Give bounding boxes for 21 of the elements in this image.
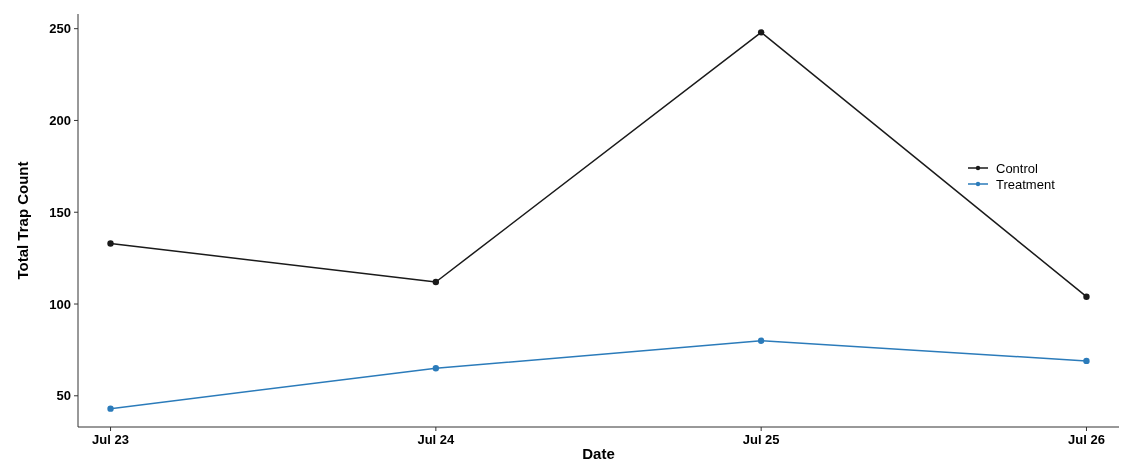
point bbox=[1083, 357, 1090, 365]
y-tick-label: 250 bbox=[49, 21, 71, 37]
legend-label: Treatment bbox=[996, 176, 1056, 192]
point bbox=[1083, 293, 1090, 300]
point bbox=[757, 29, 765, 36]
y-tick-label: 50 bbox=[56, 388, 71, 404]
y-tick-label: 200 bbox=[49, 113, 71, 129]
y-axis-title: Total Trap Count bbox=[14, 161, 31, 280]
y-tick-label: 100 bbox=[49, 296, 71, 312]
point bbox=[432, 278, 440, 286]
y-tick-label: 150 bbox=[49, 204, 71, 220]
x-tick-label: Jul 23 bbox=[92, 432, 129, 447]
point bbox=[432, 365, 440, 372]
x-tick-label: Jul 24 bbox=[417, 432, 456, 447]
point bbox=[107, 405, 114, 412]
point bbox=[107, 240, 114, 247]
x-tick-label: Jul 26 bbox=[1068, 432, 1105, 447]
x-tick-label: Jul 25 bbox=[742, 432, 780, 447]
point bbox=[757, 337, 765, 344]
x-axis-title: Date bbox=[582, 445, 615, 462]
legend-label: Control bbox=[996, 160, 1039, 176]
